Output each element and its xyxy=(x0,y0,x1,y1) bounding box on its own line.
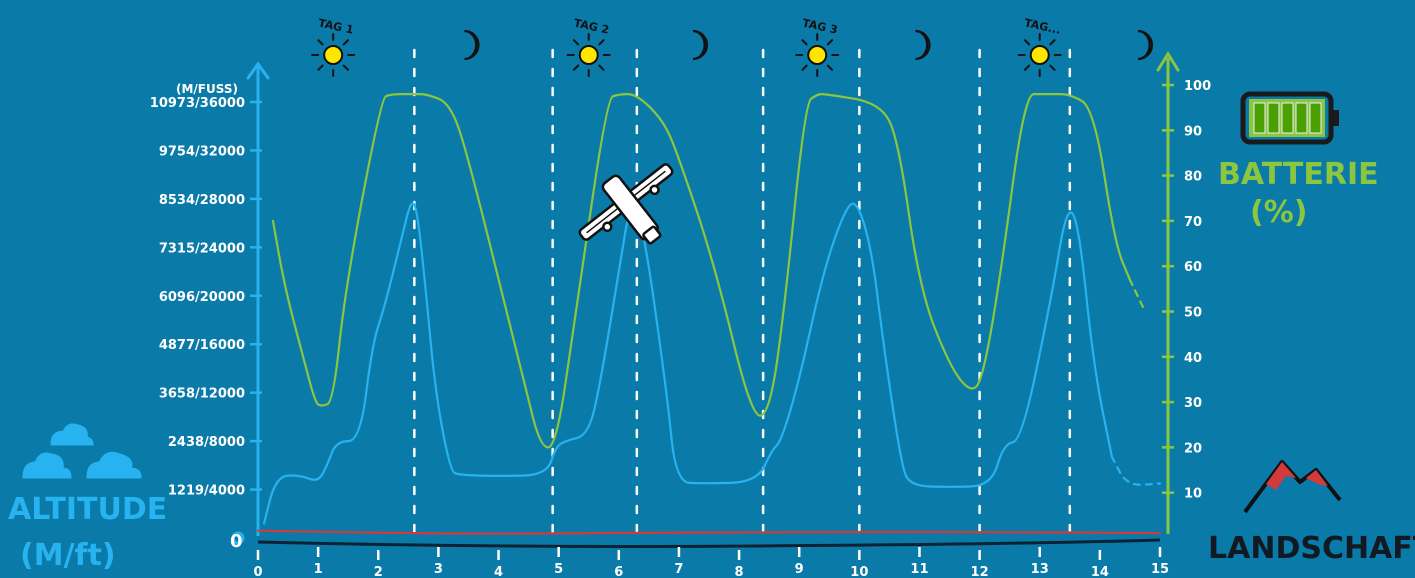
x-tick-label: 9 xyxy=(795,562,804,577)
plane-icon xyxy=(578,163,674,245)
left-tick-label: 3658/12000 xyxy=(159,387,245,402)
sun-icon xyxy=(795,33,840,77)
x-tick-label: 8 xyxy=(735,565,744,578)
x-tick-label: 2 xyxy=(374,565,383,578)
x-tick-label: 0 xyxy=(253,565,262,578)
moon-icon xyxy=(915,29,931,61)
right-tick-label: 90 xyxy=(1184,124,1202,139)
x-tick-label: 13 xyxy=(1031,562,1049,577)
moon-icon xyxy=(692,29,708,61)
battery-line-forecast xyxy=(1128,278,1147,313)
right-tick-label: 50 xyxy=(1184,306,1202,321)
sun-ray xyxy=(826,39,834,46)
left-tick-label: 6096/20000 xyxy=(159,290,245,305)
day-markers: TAG 1 TAG 2 TAG 3 TAG... xyxy=(311,16,1153,77)
altitude-title: ALTITUDE xyxy=(8,492,167,527)
moon-icon xyxy=(464,29,480,61)
x-tick-label: 10 xyxy=(850,565,868,578)
day-boundary-lines xyxy=(413,48,1072,534)
sun-ray xyxy=(598,39,605,46)
sun-ray xyxy=(826,64,834,71)
series-lines xyxy=(256,93,1162,535)
battery-icon xyxy=(1240,91,1339,145)
sun-ray xyxy=(342,39,350,46)
right-tick-label: 10 xyxy=(1184,487,1202,502)
x-tick-label: 3 xyxy=(434,562,443,577)
x-tick-label: 14 xyxy=(1091,565,1109,578)
tick-labels: 1219/40002438/80003658/120004877/1600060… xyxy=(150,79,1211,578)
right-tick-label: 100 xyxy=(1184,79,1211,94)
right-axis-arrow xyxy=(1156,51,1180,72)
day-label: TAG 3 xyxy=(801,17,839,37)
x-tick-label: 1 xyxy=(314,562,323,577)
x-tick-label: 5 xyxy=(554,562,563,577)
sun-ray xyxy=(801,64,808,71)
mountain-icon xyxy=(1243,460,1342,514)
left-tick-label: 7315/24000 xyxy=(159,241,245,256)
battery-line xyxy=(271,93,1131,449)
origin-zero: 0 xyxy=(230,531,243,552)
day-label: TAG 2 xyxy=(573,17,611,37)
day-label: TAG... xyxy=(1023,16,1062,36)
sun-ray xyxy=(572,64,580,71)
right-tick-label: 20 xyxy=(1184,441,1202,456)
x-tick-label: 12 xyxy=(971,565,989,578)
x-tick-label: 4 xyxy=(494,565,503,578)
landscape-title: LANDSCHAFT xyxy=(1208,531,1415,566)
battery-unit: (%) xyxy=(1250,195,1307,230)
left-axis-arrow xyxy=(246,61,270,80)
x-tick-label: 15 xyxy=(1151,562,1169,577)
sun-ray xyxy=(1049,64,1056,71)
right-tick-label: 40 xyxy=(1184,351,1202,366)
axes xyxy=(231,51,1180,548)
sun-icon xyxy=(566,33,611,77)
sun-ray xyxy=(342,64,350,71)
ground-line xyxy=(257,538,1161,548)
sun-ray xyxy=(1023,64,1031,71)
left-tick-label: 9754/32000 xyxy=(159,144,245,159)
sun-ray xyxy=(317,64,324,71)
sun-ray xyxy=(801,39,808,46)
sun-ray xyxy=(572,39,580,46)
left-tick-label: 1219/4000 xyxy=(168,484,245,499)
cloud-icon xyxy=(22,423,142,479)
left-tick-label: 2438/8000 xyxy=(168,435,245,450)
right-tick-label: 60 xyxy=(1184,260,1202,275)
left-tick-label: 4877/16000 xyxy=(159,338,245,353)
x-tick-label: 7 xyxy=(674,562,683,577)
left-tick-label: 8534/28000 xyxy=(159,193,245,208)
sun-disc xyxy=(323,45,344,65)
day-label: TAG 1 xyxy=(317,17,355,37)
landscape-line xyxy=(256,529,1162,535)
sun-icon xyxy=(311,33,356,77)
origin-marker xyxy=(231,531,245,545)
right-tick-label: 30 xyxy=(1184,396,1202,411)
sun-disc xyxy=(807,45,828,65)
sun-icon xyxy=(1017,33,1062,77)
altitude-line-forecast xyxy=(1110,455,1162,486)
left-axis-unit: (M/FUSS) xyxy=(176,82,238,96)
sun-ray xyxy=(598,64,605,71)
sun-ray xyxy=(1023,39,1031,46)
moon-icon xyxy=(1137,29,1153,61)
sun-ray xyxy=(317,39,324,46)
battery-title: BATTERIE xyxy=(1218,157,1379,192)
altitude-unit: (M/ft) xyxy=(20,538,116,573)
sun-disc xyxy=(1029,45,1050,65)
x-tick-label: 11 xyxy=(910,562,928,577)
sun-ray xyxy=(1049,39,1056,46)
right-tick-label: 70 xyxy=(1184,215,1202,230)
x-tick-label: 6 xyxy=(614,565,623,578)
sun-disc xyxy=(578,45,599,65)
left-tick-label: 10973/36000 xyxy=(150,96,245,111)
right-tick-label: 80 xyxy=(1184,170,1202,185)
